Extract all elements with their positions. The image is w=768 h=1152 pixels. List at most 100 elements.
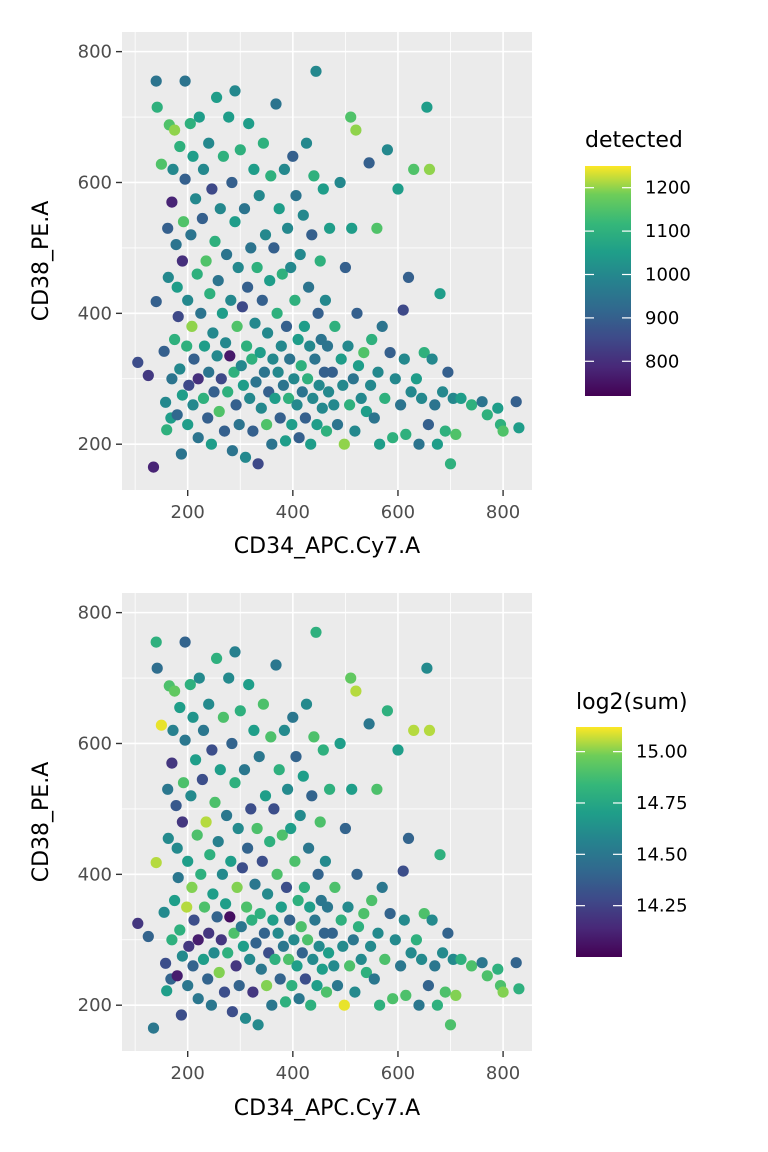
data-point bbox=[223, 111, 235, 123]
data-point bbox=[186, 881, 198, 894]
data-point bbox=[349, 425, 361, 437]
data-point bbox=[237, 379, 249, 391]
data-point bbox=[222, 386, 234, 398]
data-point bbox=[277, 379, 289, 391]
data-point bbox=[167, 163, 179, 175]
data-point bbox=[211, 350, 223, 362]
data-point bbox=[204, 849, 216, 861]
data-point bbox=[384, 908, 396, 920]
data-point bbox=[228, 927, 240, 939]
data-point bbox=[257, 137, 269, 149]
data-point bbox=[350, 124, 362, 136]
data-point bbox=[179, 734, 191, 746]
data-point bbox=[329, 881, 341, 894]
data-point bbox=[187, 960, 199, 972]
data-point bbox=[328, 399, 340, 411]
data-point bbox=[326, 927, 338, 939]
data-point bbox=[197, 953, 210, 966]
data-point bbox=[212, 836, 224, 848]
data-point bbox=[247, 986, 259, 998]
data-point bbox=[192, 373, 204, 385]
data-point bbox=[313, 379, 325, 391]
data-point bbox=[262, 327, 274, 339]
data-point bbox=[161, 985, 173, 997]
data-point bbox=[303, 842, 315, 854]
data-point bbox=[497, 986, 509, 998]
data-point bbox=[422, 980, 434, 992]
data-point bbox=[191, 268, 203, 280]
data-point bbox=[221, 248, 233, 261]
data-point bbox=[214, 203, 226, 215]
data-point bbox=[217, 150, 229, 162]
data-point bbox=[161, 424, 173, 436]
data-point bbox=[314, 816, 326, 828]
data-point bbox=[242, 842, 254, 854]
data-point bbox=[174, 924, 186, 936]
data-point bbox=[300, 698, 313, 710]
data-point bbox=[374, 999, 386, 1011]
data-point bbox=[347, 373, 359, 385]
data-point bbox=[450, 989, 462, 1002]
data-point bbox=[251, 822, 263, 835]
data-point bbox=[358, 347, 370, 359]
data-point bbox=[238, 764, 251, 776]
data-point bbox=[338, 438, 350, 450]
data-point bbox=[337, 940, 349, 952]
data-point bbox=[272, 366, 284, 378]
data-point bbox=[255, 963, 267, 975]
data-point bbox=[309, 914, 321, 926]
data-point bbox=[259, 790, 272, 802]
data-point bbox=[193, 111, 205, 123]
data-point bbox=[283, 953, 295, 966]
data-point bbox=[245, 803, 257, 815]
data-point bbox=[295, 360, 307, 372]
x-tick-label: 400 bbox=[276, 502, 310, 523]
y-tick-label: 400 bbox=[78, 303, 112, 324]
data-point bbox=[308, 170, 320, 182]
data-point bbox=[400, 428, 412, 440]
data-point bbox=[349, 986, 361, 998]
data-point bbox=[230, 399, 242, 411]
data-point bbox=[254, 908, 266, 920]
axis-ticks: 200 400 600 800 200 400 600 800 bbox=[78, 603, 521, 1084]
data-point bbox=[429, 960, 441, 972]
data-point bbox=[358, 908, 370, 920]
data-point bbox=[510, 957, 522, 969]
data-point bbox=[132, 356, 144, 368]
legend-detected: detected 800 900 1000 1100 1200 bbox=[585, 128, 691, 396]
data-point bbox=[442, 927, 454, 939]
x-tick-label: 200 bbox=[171, 1063, 205, 1084]
data-point bbox=[265, 731, 277, 743]
panel-background bbox=[122, 32, 532, 490]
data-point bbox=[261, 419, 273, 431]
data-point bbox=[334, 176, 346, 189]
points-layer bbox=[132, 65, 525, 473]
data-point bbox=[510, 396, 522, 408]
data-point bbox=[379, 953, 391, 966]
data-point bbox=[171, 970, 183, 982]
data-point bbox=[398, 353, 410, 365]
data-point bbox=[203, 366, 215, 378]
data-point bbox=[162, 222, 174, 234]
data-point bbox=[175, 1009, 187, 1021]
data-point bbox=[245, 242, 257, 254]
data-point bbox=[339, 261, 351, 274]
data-point bbox=[155, 719, 167, 731]
data-point bbox=[224, 911, 236, 923]
data-point bbox=[195, 868, 207, 880]
data-point bbox=[324, 783, 336, 795]
data-point bbox=[162, 832, 174, 845]
data-point bbox=[166, 934, 178, 946]
data-point bbox=[352, 360, 365, 372]
data-point bbox=[266, 438, 278, 450]
data-point bbox=[203, 927, 215, 939]
data-point bbox=[176, 255, 188, 267]
data-point bbox=[224, 350, 236, 362]
data-point bbox=[142, 369, 154, 382]
data-point bbox=[439, 425, 451, 437]
x-tick-label: 800 bbox=[486, 1063, 520, 1084]
data-point bbox=[306, 229, 318, 241]
data-point bbox=[242, 281, 254, 293]
legend-break-label: 900 bbox=[645, 308, 679, 329]
data-point bbox=[346, 783, 358, 795]
